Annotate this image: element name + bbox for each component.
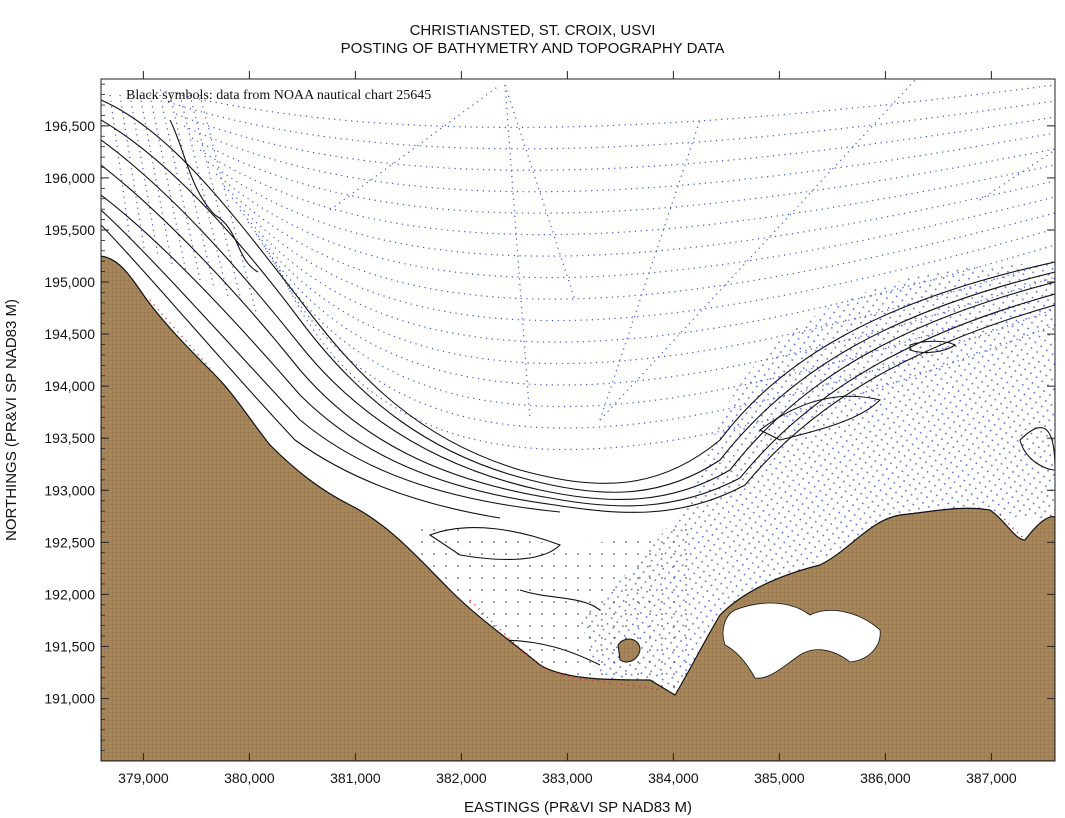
x-axis: 379,000 380,000 381,000 382,000 383,000 384,0… [118, 71, 1017, 786]
survey-trackline [139, 94, 173, 265]
survey-trackline [175, 113, 1055, 171]
x-tick-label: 379,000 [118, 770, 169, 786]
shoreline-accent [149, 299, 1026, 691]
survey-tracklines [109, 79, 1055, 450]
y-tick-label: 194,000 [44, 378, 95, 394]
x-tick-label: 385,000 [754, 770, 805, 786]
survey-trackline [979, 149, 1055, 201]
y-tick-label: 193,500 [44, 430, 95, 446]
y-tick-label: 191,000 [44, 691, 95, 707]
x-tick-label: 386,000 [860, 770, 911, 786]
x-tick-label: 381,000 [330, 770, 381, 786]
y-tick-label: 195,500 [44, 222, 95, 238]
x-tick-label: 384,000 [648, 770, 699, 786]
x-tick-label: 380,000 [224, 770, 275, 786]
y-tick-label: 192,000 [44, 586, 95, 602]
survey-trackline [504, 84, 531, 421]
survey-trackline [255, 233, 1055, 386]
y-tick-label: 195,000 [44, 274, 95, 290]
plot-frame [100, 78, 1056, 762]
survey-trackline [247, 221, 1055, 365]
harbor-island [617, 638, 641, 663]
x-tick-label: 387,000 [966, 770, 1017, 786]
y-tick-label: 196,500 [44, 118, 95, 134]
y-tick-label: 193,000 [44, 482, 95, 498]
survey-trackline [504, 84, 576, 301]
survey-trackline [191, 137, 1055, 214]
x-tick-label: 382,000 [436, 770, 487, 786]
survey-trackline [279, 269, 1055, 450]
survey-trackline [167, 100, 1055, 150]
survey-trackline [159, 84, 1055, 129]
y-axis-title: NORTHINGS (PR&VI SP NAD83 M) [3, 299, 20, 541]
x-tick-label: 383,000 [542, 770, 593, 786]
survey-trackline [207, 161, 1055, 257]
source-annotation: Black symbols: data from NOAA nautical c… [126, 88, 431, 103]
y-tick-label: 191,500 [44, 638, 95, 654]
map-title-line-2: POSTING OF BATHYMETRY AND TOPOGRAPHY DAT… [340, 40, 725, 57]
y-axis: 191,000 191,500 192,000 192,500 193,000 193,5… [44, 83, 1055, 751]
y-tick-label: 192,500 [44, 534, 95, 550]
depth-contours [101, 99, 1055, 666]
y-tick-label: 194,500 [44, 326, 95, 342]
map-title-line-1: CHRISTIANSTED, ST. CROIX, USVI [409, 22, 656, 39]
unsurveyed-area [722, 602, 881, 679]
survey-trackline [179, 94, 229, 297]
survey-trackline [223, 185, 1055, 300]
survey-trackline [329, 84, 501, 211]
x-axis-title: EASTINGS (PR&VI SP NAD83 M) [464, 799, 692, 816]
y-tick-label: 196,000 [44, 170, 95, 186]
